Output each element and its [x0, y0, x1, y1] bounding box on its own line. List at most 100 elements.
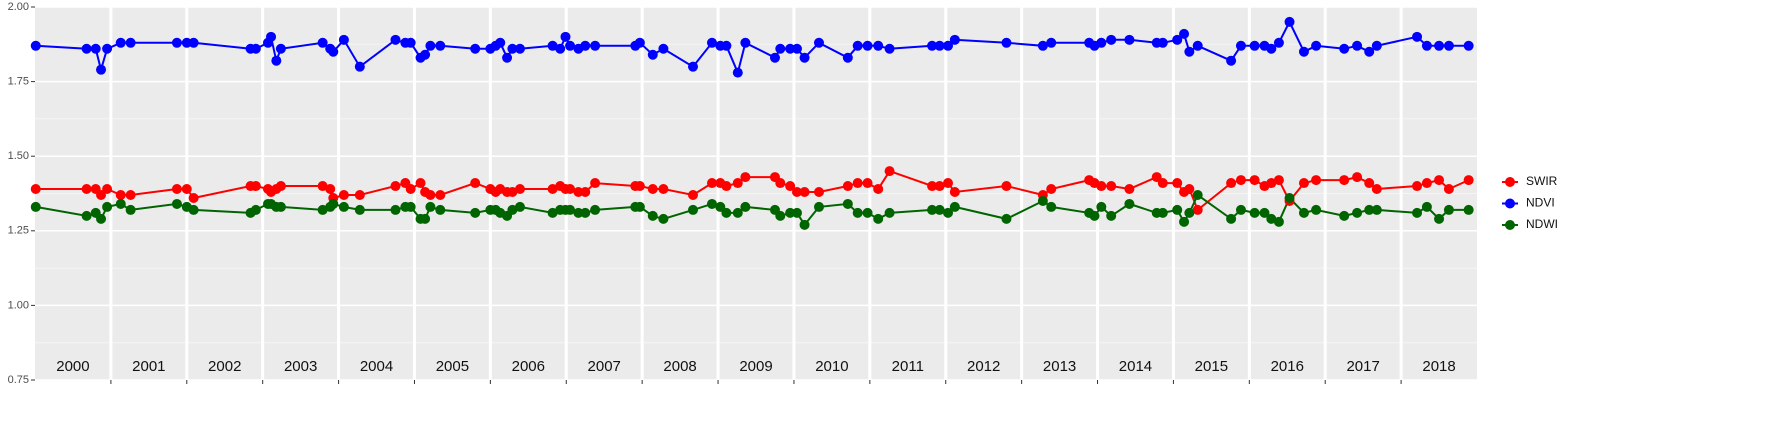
- point: [338, 201, 349, 212]
- point: [125, 189, 136, 200]
- y-tick-label: 1.25: [8, 225, 29, 237]
- point: [590, 178, 601, 189]
- year-label: 2018: [1422, 358, 1455, 375]
- point: [1001, 37, 1012, 48]
- point: [791, 187, 802, 198]
- point: [1179, 216, 1190, 227]
- point: [507, 204, 518, 215]
- point: [1412, 181, 1423, 192]
- point: [1157, 207, 1168, 218]
- point: [317, 37, 328, 48]
- point: [1421, 178, 1432, 189]
- point: [721, 40, 732, 51]
- point: [1046, 184, 1057, 195]
- point: [1226, 213, 1237, 224]
- point: [271, 55, 282, 66]
- year-label: 2002: [208, 358, 241, 375]
- point: [470, 207, 481, 218]
- point: [1001, 181, 1012, 192]
- point: [1096, 181, 1107, 192]
- point: [634, 37, 645, 48]
- point: [275, 43, 286, 54]
- point: [706, 37, 717, 48]
- point: [658, 184, 669, 195]
- point: [115, 189, 126, 200]
- y-tick-label: 1.50: [8, 150, 29, 162]
- year-label: 2016: [1271, 358, 1304, 375]
- point: [842, 52, 853, 63]
- point: [507, 187, 518, 198]
- point: [565, 204, 576, 215]
- year-label: 2009: [739, 358, 772, 375]
- point: [1235, 175, 1246, 186]
- point: [325, 184, 336, 195]
- point: [873, 40, 884, 51]
- point: [1434, 175, 1445, 186]
- point: [1273, 216, 1284, 227]
- point: [775, 210, 786, 221]
- point: [1249, 207, 1260, 218]
- point: [354, 204, 365, 215]
- point: [560, 31, 571, 42]
- point: [1352, 40, 1363, 51]
- point: [81, 184, 92, 195]
- point: [884, 166, 895, 177]
- point: [1157, 178, 1168, 189]
- point: [1311, 204, 1322, 215]
- point: [873, 184, 884, 195]
- point: [688, 204, 699, 215]
- y-tick-label: 2.00: [8, 1, 29, 13]
- point: [171, 184, 182, 195]
- point: [1226, 55, 1237, 66]
- point: [934, 204, 945, 215]
- point: [275, 201, 286, 212]
- point: [390, 34, 401, 45]
- point: [96, 64, 107, 75]
- point: [852, 178, 863, 189]
- point: [1046, 201, 1057, 212]
- point: [688, 61, 699, 72]
- point: [799, 219, 810, 230]
- point: [1157, 37, 1168, 48]
- point: [647, 184, 658, 195]
- point: [1266, 178, 1277, 189]
- point: [873, 213, 884, 224]
- year-label: 2007: [588, 358, 621, 375]
- point: [573, 207, 584, 218]
- point: [927, 40, 938, 51]
- point: [188, 204, 199, 215]
- point: [435, 40, 446, 51]
- point: [580, 187, 591, 198]
- point: [405, 37, 416, 48]
- point: [181, 37, 192, 48]
- point: [1089, 210, 1100, 221]
- point: [1184, 46, 1195, 57]
- point: [1284, 16, 1295, 27]
- point: [390, 204, 401, 215]
- point: [1298, 178, 1309, 189]
- point: [775, 43, 786, 54]
- point: [507, 43, 518, 54]
- point: [1179, 28, 1190, 39]
- point: [884, 43, 895, 54]
- point: [1371, 204, 1382, 215]
- year-label: 2012: [967, 358, 1000, 375]
- point: [1273, 37, 1284, 48]
- point: [1298, 46, 1309, 57]
- point: [514, 201, 525, 212]
- point: [1266, 213, 1277, 224]
- point: [1249, 175, 1260, 186]
- point: [1124, 184, 1135, 195]
- point: [425, 189, 436, 200]
- legend-label: SWIR: [1526, 174, 1558, 188]
- point: [1259, 207, 1270, 218]
- point: [1124, 34, 1135, 45]
- point: [927, 204, 938, 215]
- point: [250, 181, 261, 192]
- point: [658, 43, 669, 54]
- point: [1412, 207, 1423, 218]
- point: [1463, 40, 1474, 51]
- point: [732, 207, 743, 218]
- point: [934, 40, 945, 51]
- point: [732, 178, 743, 189]
